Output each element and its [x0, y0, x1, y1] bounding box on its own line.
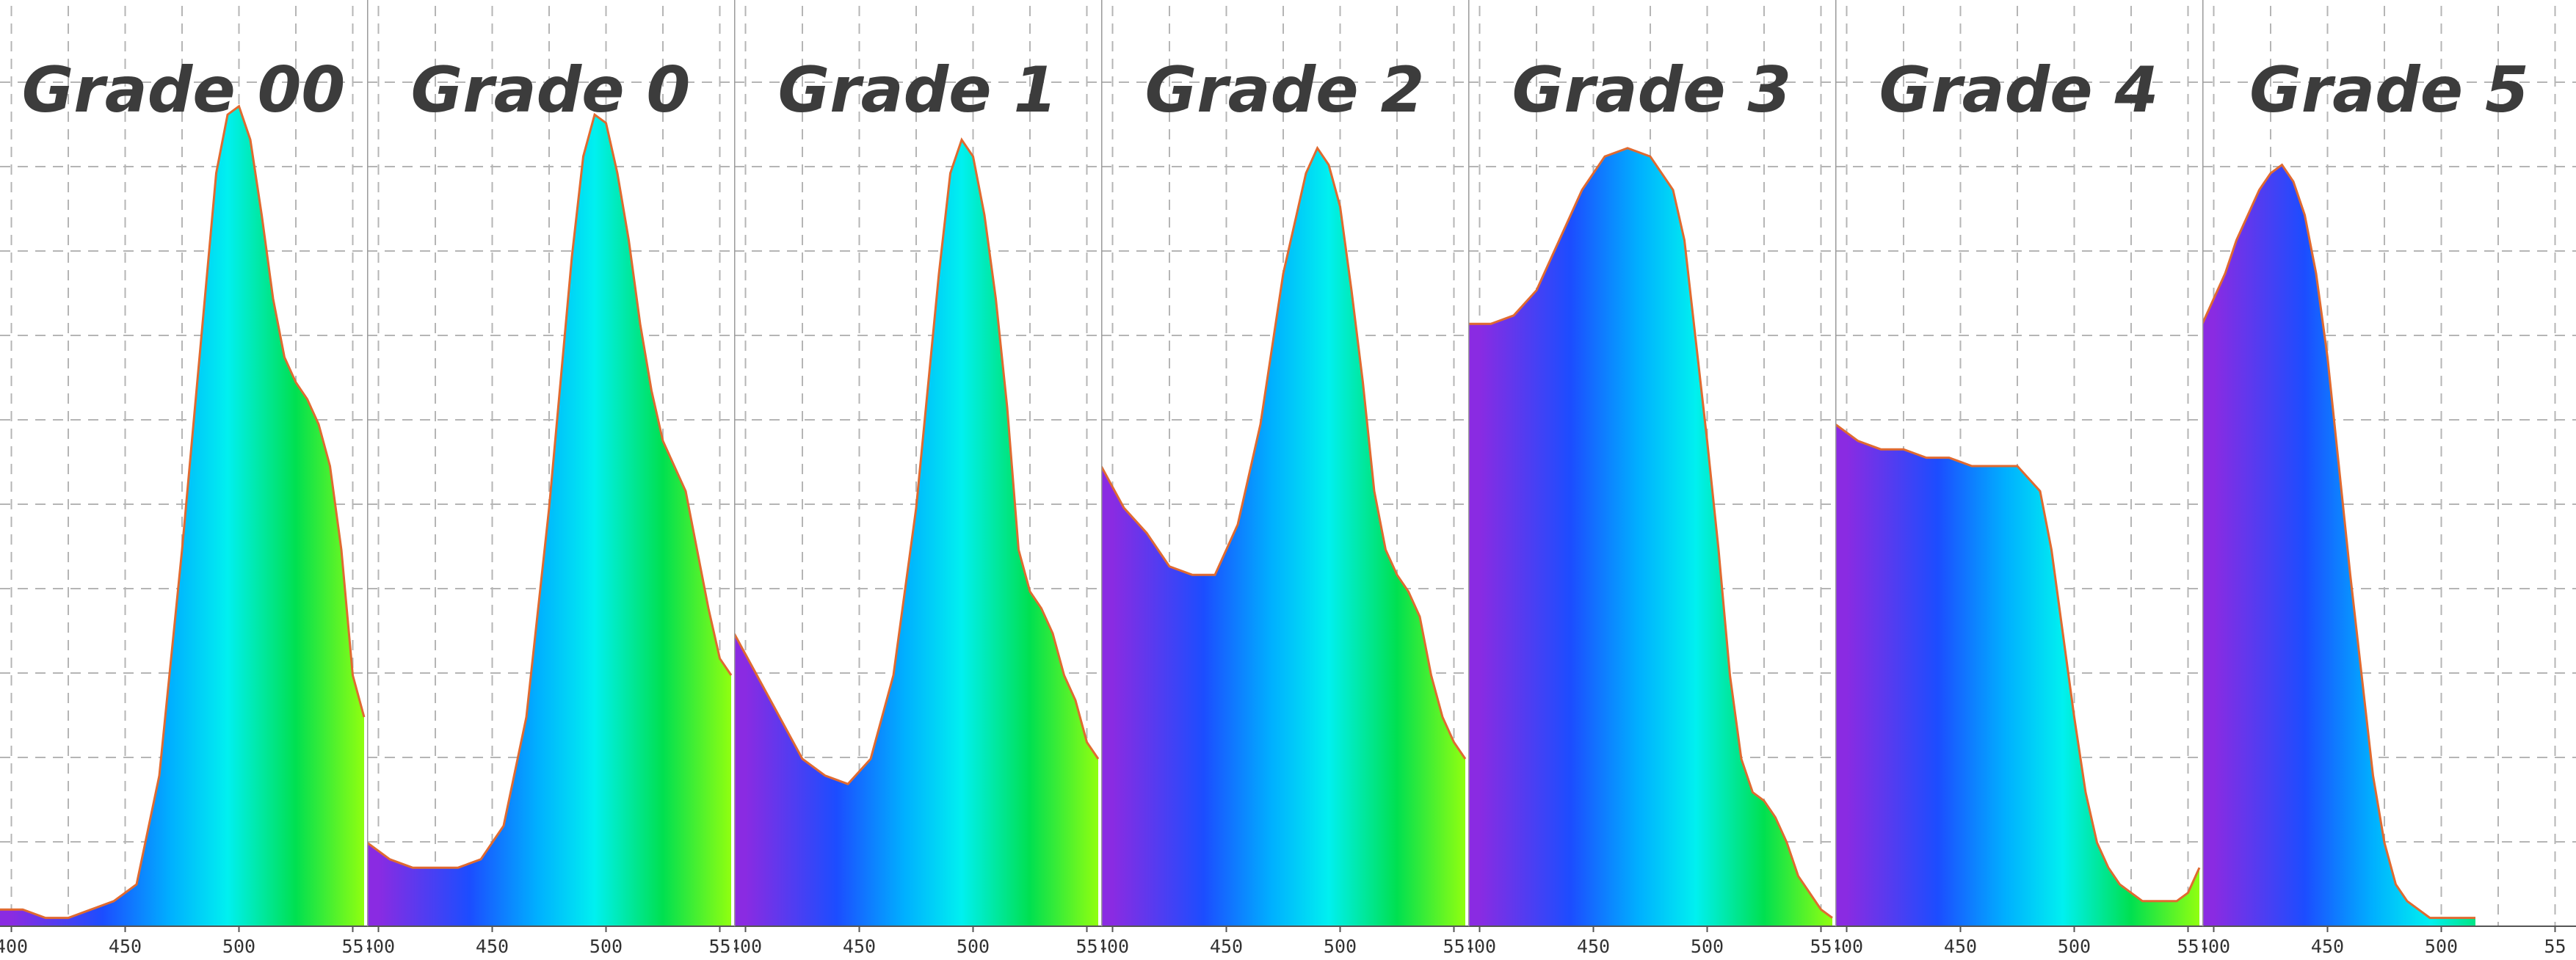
tick-label: 55: [1443, 936, 1465, 957]
panel-5: 400 450 500 55 Grade 3: [1463, 0, 1835, 957]
spectrum-outline: [2202, 163, 2475, 920]
panel-3: 400 450 500 55 Grade 1: [729, 0, 1101, 957]
tick-label: 55: [2544, 936, 2566, 957]
spectrum-outline: [367, 112, 733, 869]
spectrum-area: [1468, 148, 1832, 926]
panel-title: Grade 1: [778, 54, 1058, 127]
spectrum-outline: [734, 137, 1100, 785]
tick-label: 450: [2311, 936, 2344, 957]
tick-label: 500: [1691, 936, 1724, 957]
panel-title: Grade 0: [411, 54, 691, 127]
tick-label: 400: [1096, 936, 1129, 957]
tick-label: 400: [362, 936, 395, 957]
tick-label: 450: [1577, 936, 1610, 957]
panel-6: 400 450 500 55 Grade 4: [1830, 0, 2202, 957]
tick-label: 450: [109, 936, 142, 957]
panel-title: Grade 5: [2249, 54, 2529, 127]
spectrum-area: [0, 106, 364, 926]
tick-label: 500: [222, 936, 255, 957]
tick-label: 55: [2177, 936, 2199, 957]
tick-label: 400: [0, 936, 28, 957]
tick-label: 450: [1944, 936, 1977, 957]
panel-4: 400 450 500 55 Grade 2: [1096, 0, 1468, 957]
panel-2: 400 450 500 55 Grade 0: [362, 0, 734, 957]
tick-label: 450: [1210, 936, 1243, 957]
tick-label: 500: [589, 936, 623, 957]
spectrum-outline: [1835, 423, 2201, 903]
tick-label: 400: [1830, 936, 1863, 957]
panel-title: Grade 00: [22, 54, 346, 127]
spectrum-outline: [0, 104, 366, 920]
tick-label: 500: [1324, 936, 1357, 957]
spectrum-area: [1101, 148, 1465, 926]
tick-label: 400: [1463, 936, 1496, 957]
spectrum-area: [734, 139, 1098, 926]
spectrum-area: [2202, 164, 2475, 927]
spectrum-outline: [1101, 145, 1467, 760]
tick-label: 400: [729, 936, 762, 957]
panel-title: Grade 2: [1145, 54, 1425, 127]
tick-label: 55: [1075, 936, 1097, 957]
panel-title: Grade 4: [1879, 54, 2159, 127]
tick-label: 500: [2425, 936, 2458, 957]
spectrum-area: [367, 114, 731, 927]
tick-label: 500: [957, 936, 990, 957]
tick-label: 450: [476, 936, 509, 957]
tick-label: 500: [2058, 936, 2091, 957]
panel-7: 400 450 500 55 Grade 5: [2197, 0, 2576, 957]
tick-label: 400: [2197, 936, 2230, 957]
panel-1: 400 450 500 55 Grade 00: [0, 6, 367, 957]
tick-label: 55: [341, 936, 363, 957]
tick-label: 55: [1810, 936, 1832, 957]
panel-title: Grade 3: [1512, 54, 1792, 127]
tick-label: 55: [708, 936, 730, 957]
tick-label: 450: [843, 936, 876, 957]
spectrum-area: [1835, 424, 2199, 926]
spectrum-outline: [1468, 147, 1833, 919]
